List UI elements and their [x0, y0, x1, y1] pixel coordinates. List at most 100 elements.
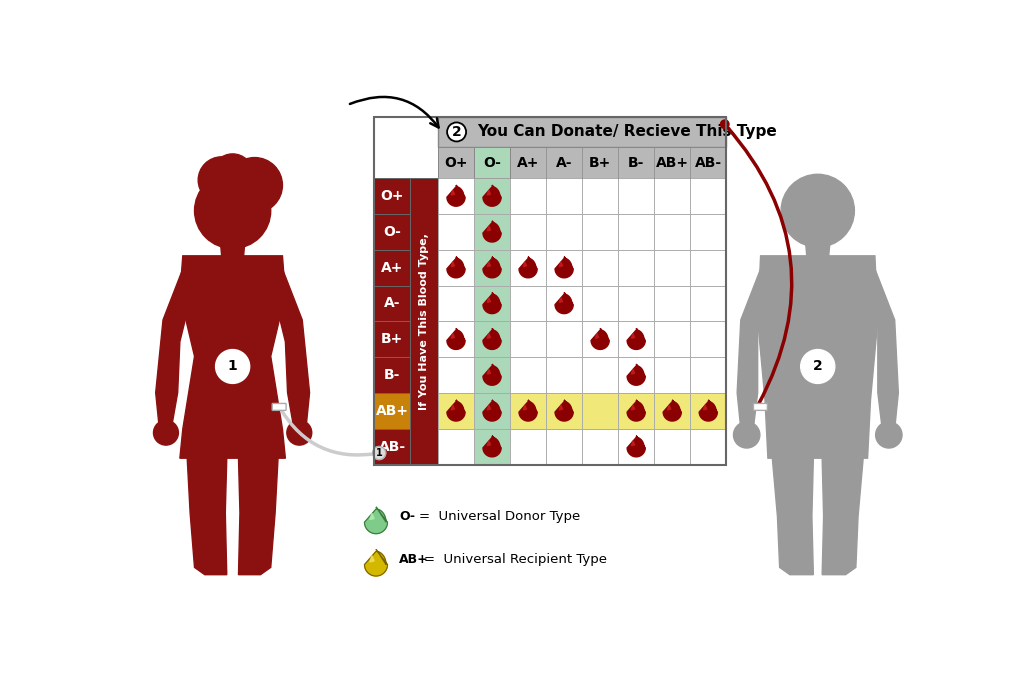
- Circle shape: [801, 349, 835, 383]
- Circle shape: [212, 154, 253, 195]
- FancyBboxPatch shape: [654, 393, 690, 429]
- Polygon shape: [452, 262, 455, 267]
- Text: AB-: AB-: [694, 155, 722, 170]
- Text: B-: B-: [628, 155, 644, 170]
- Polygon shape: [365, 507, 387, 533]
- Text: B+: B+: [589, 155, 611, 170]
- Polygon shape: [595, 333, 599, 339]
- Polygon shape: [559, 262, 563, 267]
- FancyBboxPatch shape: [272, 404, 286, 410]
- Text: AB+: AB+: [399, 553, 429, 566]
- FancyBboxPatch shape: [583, 214, 618, 249]
- Polygon shape: [699, 400, 718, 421]
- Polygon shape: [483, 257, 501, 278]
- Polygon shape: [446, 329, 465, 349]
- FancyBboxPatch shape: [474, 214, 510, 249]
- FancyBboxPatch shape: [583, 249, 618, 285]
- FancyBboxPatch shape: [474, 249, 510, 285]
- Text: AB+: AB+: [376, 404, 409, 418]
- Circle shape: [876, 422, 902, 448]
- Polygon shape: [446, 400, 465, 421]
- FancyBboxPatch shape: [654, 429, 690, 464]
- FancyBboxPatch shape: [546, 178, 583, 214]
- FancyBboxPatch shape: [375, 285, 410, 321]
- Polygon shape: [627, 364, 645, 385]
- FancyBboxPatch shape: [375, 214, 410, 249]
- Polygon shape: [863, 269, 898, 429]
- Circle shape: [733, 422, 760, 448]
- Circle shape: [287, 420, 311, 445]
- FancyBboxPatch shape: [583, 178, 618, 214]
- FancyBboxPatch shape: [474, 429, 510, 464]
- Circle shape: [373, 446, 386, 460]
- Circle shape: [154, 420, 178, 445]
- Text: 1: 1: [227, 360, 238, 373]
- FancyBboxPatch shape: [546, 285, 583, 321]
- FancyBboxPatch shape: [690, 357, 726, 393]
- Text: O+: O+: [444, 155, 468, 170]
- Polygon shape: [239, 458, 279, 575]
- Polygon shape: [591, 329, 609, 349]
- FancyBboxPatch shape: [654, 178, 690, 214]
- Polygon shape: [452, 190, 455, 195]
- FancyBboxPatch shape: [438, 214, 474, 249]
- Polygon shape: [559, 297, 563, 303]
- FancyBboxPatch shape: [375, 178, 410, 214]
- FancyBboxPatch shape: [618, 429, 654, 464]
- Text: You Can Donate/ Recieve This Type: You Can Donate/ Recieve This Type: [477, 124, 776, 139]
- FancyBboxPatch shape: [690, 214, 726, 249]
- Text: 2: 2: [813, 360, 822, 373]
- Circle shape: [721, 120, 729, 128]
- Polygon shape: [559, 405, 563, 410]
- FancyBboxPatch shape: [510, 178, 546, 214]
- FancyBboxPatch shape: [546, 249, 583, 285]
- Circle shape: [226, 158, 283, 213]
- Text: O-: O-: [383, 225, 401, 239]
- FancyBboxPatch shape: [618, 357, 654, 393]
- Polygon shape: [523, 405, 526, 410]
- FancyBboxPatch shape: [510, 214, 546, 249]
- Text: 1: 1: [376, 448, 383, 458]
- FancyBboxPatch shape: [654, 285, 690, 321]
- Polygon shape: [627, 436, 645, 457]
- Polygon shape: [487, 441, 490, 445]
- Circle shape: [216, 349, 250, 383]
- Polygon shape: [219, 231, 246, 256]
- FancyBboxPatch shape: [690, 393, 726, 429]
- Polygon shape: [452, 333, 455, 339]
- Text: A+: A+: [381, 261, 403, 274]
- Polygon shape: [273, 269, 309, 429]
- FancyBboxPatch shape: [546, 429, 583, 464]
- Polygon shape: [664, 400, 681, 421]
- FancyBboxPatch shape: [618, 249, 654, 285]
- FancyBboxPatch shape: [474, 393, 510, 429]
- Polygon shape: [632, 441, 635, 445]
- Polygon shape: [370, 513, 374, 520]
- FancyBboxPatch shape: [690, 429, 726, 464]
- Polygon shape: [483, 436, 501, 457]
- Text: A-: A-: [556, 155, 572, 170]
- FancyBboxPatch shape: [690, 178, 726, 214]
- FancyBboxPatch shape: [583, 285, 618, 321]
- Text: AB+: AB+: [655, 155, 689, 170]
- Text: A-: A-: [384, 297, 400, 310]
- FancyBboxPatch shape: [510, 357, 546, 393]
- Polygon shape: [483, 293, 501, 314]
- Text: =  Universal Donor Type: = Universal Donor Type: [419, 510, 580, 523]
- FancyBboxPatch shape: [438, 321, 474, 357]
- FancyBboxPatch shape: [583, 429, 618, 464]
- FancyBboxPatch shape: [375, 429, 410, 464]
- FancyBboxPatch shape: [583, 321, 618, 357]
- Polygon shape: [487, 369, 490, 374]
- FancyBboxPatch shape: [474, 147, 510, 178]
- Polygon shape: [703, 405, 707, 410]
- Polygon shape: [627, 329, 645, 349]
- Polygon shape: [487, 405, 490, 410]
- Polygon shape: [483, 329, 501, 349]
- FancyBboxPatch shape: [690, 321, 726, 357]
- FancyBboxPatch shape: [474, 285, 510, 321]
- Polygon shape: [452, 405, 455, 410]
- Polygon shape: [483, 221, 501, 242]
- Text: If You Have This Blood Type,: If You Have This Blood Type,: [419, 233, 429, 410]
- Text: O-: O-: [399, 510, 416, 523]
